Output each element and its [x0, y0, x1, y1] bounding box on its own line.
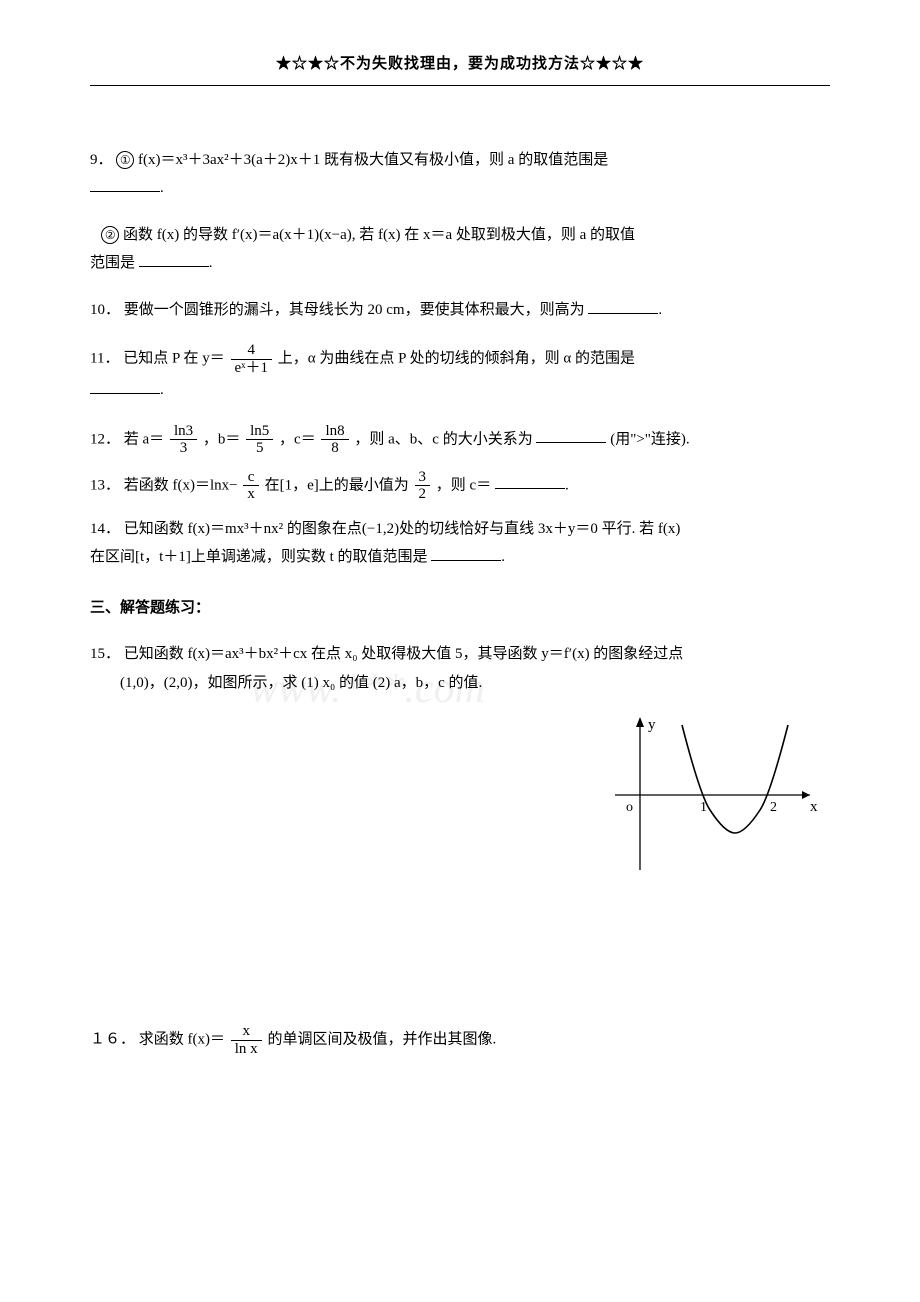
blank [431, 546, 501, 561]
q11-period: . [160, 382, 164, 398]
question-12: 12． 若 a＝ ln33 ，b＝ ln55 ，c＝ ln88 ，则 a、b、c… [90, 423, 830, 457]
q12-fb: ln55 [246, 423, 273, 457]
q12-textB: ，b＝ [203, 431, 241, 447]
tick-2: 2 [770, 800, 777, 815]
q10-text: 要做一个圆锥形的漏斗，其母线长为 20 cm，要使其体积最大，则高为 [124, 302, 585, 318]
q9-part2a: 函数 f(x) 的导数 f′(x)＝a(x＋1)(x−a), 若 f(x) 在 … [123, 227, 635, 243]
q11-textA: 已知点 P 在 y＝ [123, 350, 225, 366]
question-10: 10． 要做一个圆锥形的漏斗，其母线长为 20 cm，要使其体积最大，则高为 . [90, 296, 830, 325]
q9-part1-text: f(x)＝x³＋3ax²＋3(a＋2)x＋1 既有极大值又有极小值，则 a 的取… [138, 152, 608, 168]
y-axis-arrow [636, 717, 644, 727]
q9-period: . [160, 180, 164, 196]
q11-textB: 上，α 为曲线在点 P 处的切线的倾斜角，则 α 的范围是 [278, 350, 635, 366]
q9-part2b: 范围是 [90, 255, 135, 271]
q13-frac2: 32 [415, 469, 431, 503]
q13-number: 13． [90, 477, 120, 493]
question-16: １６． 求函数 f(x)＝ x ln x 的单调区间及极值，并作出其图像. [90, 1023, 830, 1057]
q14-number: 14． [90, 521, 120, 537]
frac-den: ln x [231, 1041, 262, 1058]
frac-den: 3 [170, 440, 197, 457]
q12-textD: ，则 a、b、c 的大小关系为 [354, 431, 532, 447]
q9b-period: . [209, 255, 213, 271]
q12-textA: 若 a＝ [124, 431, 164, 447]
question-9b: ② 函数 f(x) 的导数 f′(x)＝a(x＋1)(x−a), 若 f(x) … [90, 221, 830, 278]
frac-num: ln5 [246, 423, 273, 441]
frac-den: eˣ＋1 [231, 360, 273, 377]
question-14: 14． 已知函数 f(x)＝mx³＋nx² 的图象在点(−1,2)处的切线恰好与… [90, 515, 830, 572]
circled-1: ① [116, 151, 134, 169]
q15-number: 15． [90, 646, 120, 662]
q13-textA: 若函数 f(x)＝lnx− [124, 477, 238, 493]
frac-num: ln3 [170, 423, 197, 441]
frac-num: 3 [415, 469, 431, 487]
q14-textA: 已知函数 f(x)＝mx³＋nx² 的图象在点(−1,2)处的切线恰好与直线 3… [124, 521, 681, 537]
q12-number: 12． [90, 431, 120, 447]
axis-label-x: x [810, 799, 818, 815]
question-11: 11． 已知点 P 在 y＝ 4 eˣ＋1 上，α 为曲线在点 P 处的切线的倾… [90, 342, 830, 405]
q16-textA: 求函数 f(x)＝ [139, 1031, 225, 1047]
q9-number: 9． [90, 152, 113, 168]
q12-fc: ln88 [321, 423, 348, 457]
frac-num: 4 [231, 342, 273, 360]
q14-period: . [501, 549, 505, 565]
q12-fa: ln33 [170, 423, 197, 457]
blank [495, 474, 565, 489]
page-header: ★☆★☆不为失败找理由，要为成功找方法☆★☆★ [90, 50, 830, 86]
circled-2: ② [101, 226, 119, 244]
q16-frac: x ln x [231, 1023, 262, 1057]
q10-period: . [658, 302, 662, 318]
blank [90, 177, 160, 192]
q13-frac1: cx [243, 469, 259, 503]
q15-graph-wrap: y x o 1 2 [90, 705, 830, 875]
blank [536, 428, 606, 443]
frac-den: 8 [321, 440, 348, 457]
question-13: 13． 若函数 f(x)＝lnx− cx 在[1，e]上的最小值为 32 ，则 … [90, 469, 830, 503]
section-3-title: 三、解答题练习： [90, 594, 830, 623]
frac-den: x [243, 486, 259, 503]
q14-textB: 在区间[t，t＋1]上单调递减，则实数 t 的取值范围是 [90, 549, 428, 565]
question-15: www.***.com 15． 已知函数 f(x)＝ax³＋bx²＋cx 在点 … [90, 640, 830, 875]
blank [588, 299, 658, 314]
tick-1: 1 [700, 800, 707, 815]
frac-den: 5 [246, 440, 273, 457]
frac-num: ln8 [321, 423, 348, 441]
q15-textA: 已知函数 f(x)＝ax³＋bx²＋cx 在点 x₀ 处取得极大值 5，其导函数… [124, 646, 684, 662]
x-axis-arrow [802, 791, 810, 799]
axis-label-y: y [648, 717, 656, 733]
q12-textC: ，c＝ [279, 431, 316, 447]
q13-textC: ，则 c＝ [436, 477, 491, 493]
q11-frac: 4 eˣ＋1 [231, 342, 273, 376]
frac-num: x [231, 1023, 262, 1041]
blank [90, 379, 160, 394]
q15-textB: (1,0)，(2,0)，如图所示，求 (1) x₀ 的值 (2) a，b，c 的… [90, 675, 482, 691]
q10-number: 10． [90, 302, 120, 318]
q16-number: １６． [90, 1031, 135, 1047]
blank [139, 252, 209, 267]
frac-den: 2 [415, 486, 431, 503]
q13-period: . [565, 477, 569, 493]
axis-label-o: o [626, 800, 633, 815]
derivative-graph: y x o 1 2 [610, 715, 820, 875]
parabola-curve [682, 725, 788, 833]
q12-textE: (用">"连接). [610, 431, 689, 447]
frac-num: c [243, 469, 259, 487]
q11-number: 11． [90, 350, 119, 366]
q13-textB: 在[1，e]上的最小值为 [265, 477, 409, 493]
q16-textB: 的单调区间及极值，并作出其图像. [267, 1031, 496, 1047]
question-9: 9． ① f(x)＝x³＋3ax²＋3(a＋2)x＋1 既有极大值又有极小值，则… [90, 146, 830, 203]
